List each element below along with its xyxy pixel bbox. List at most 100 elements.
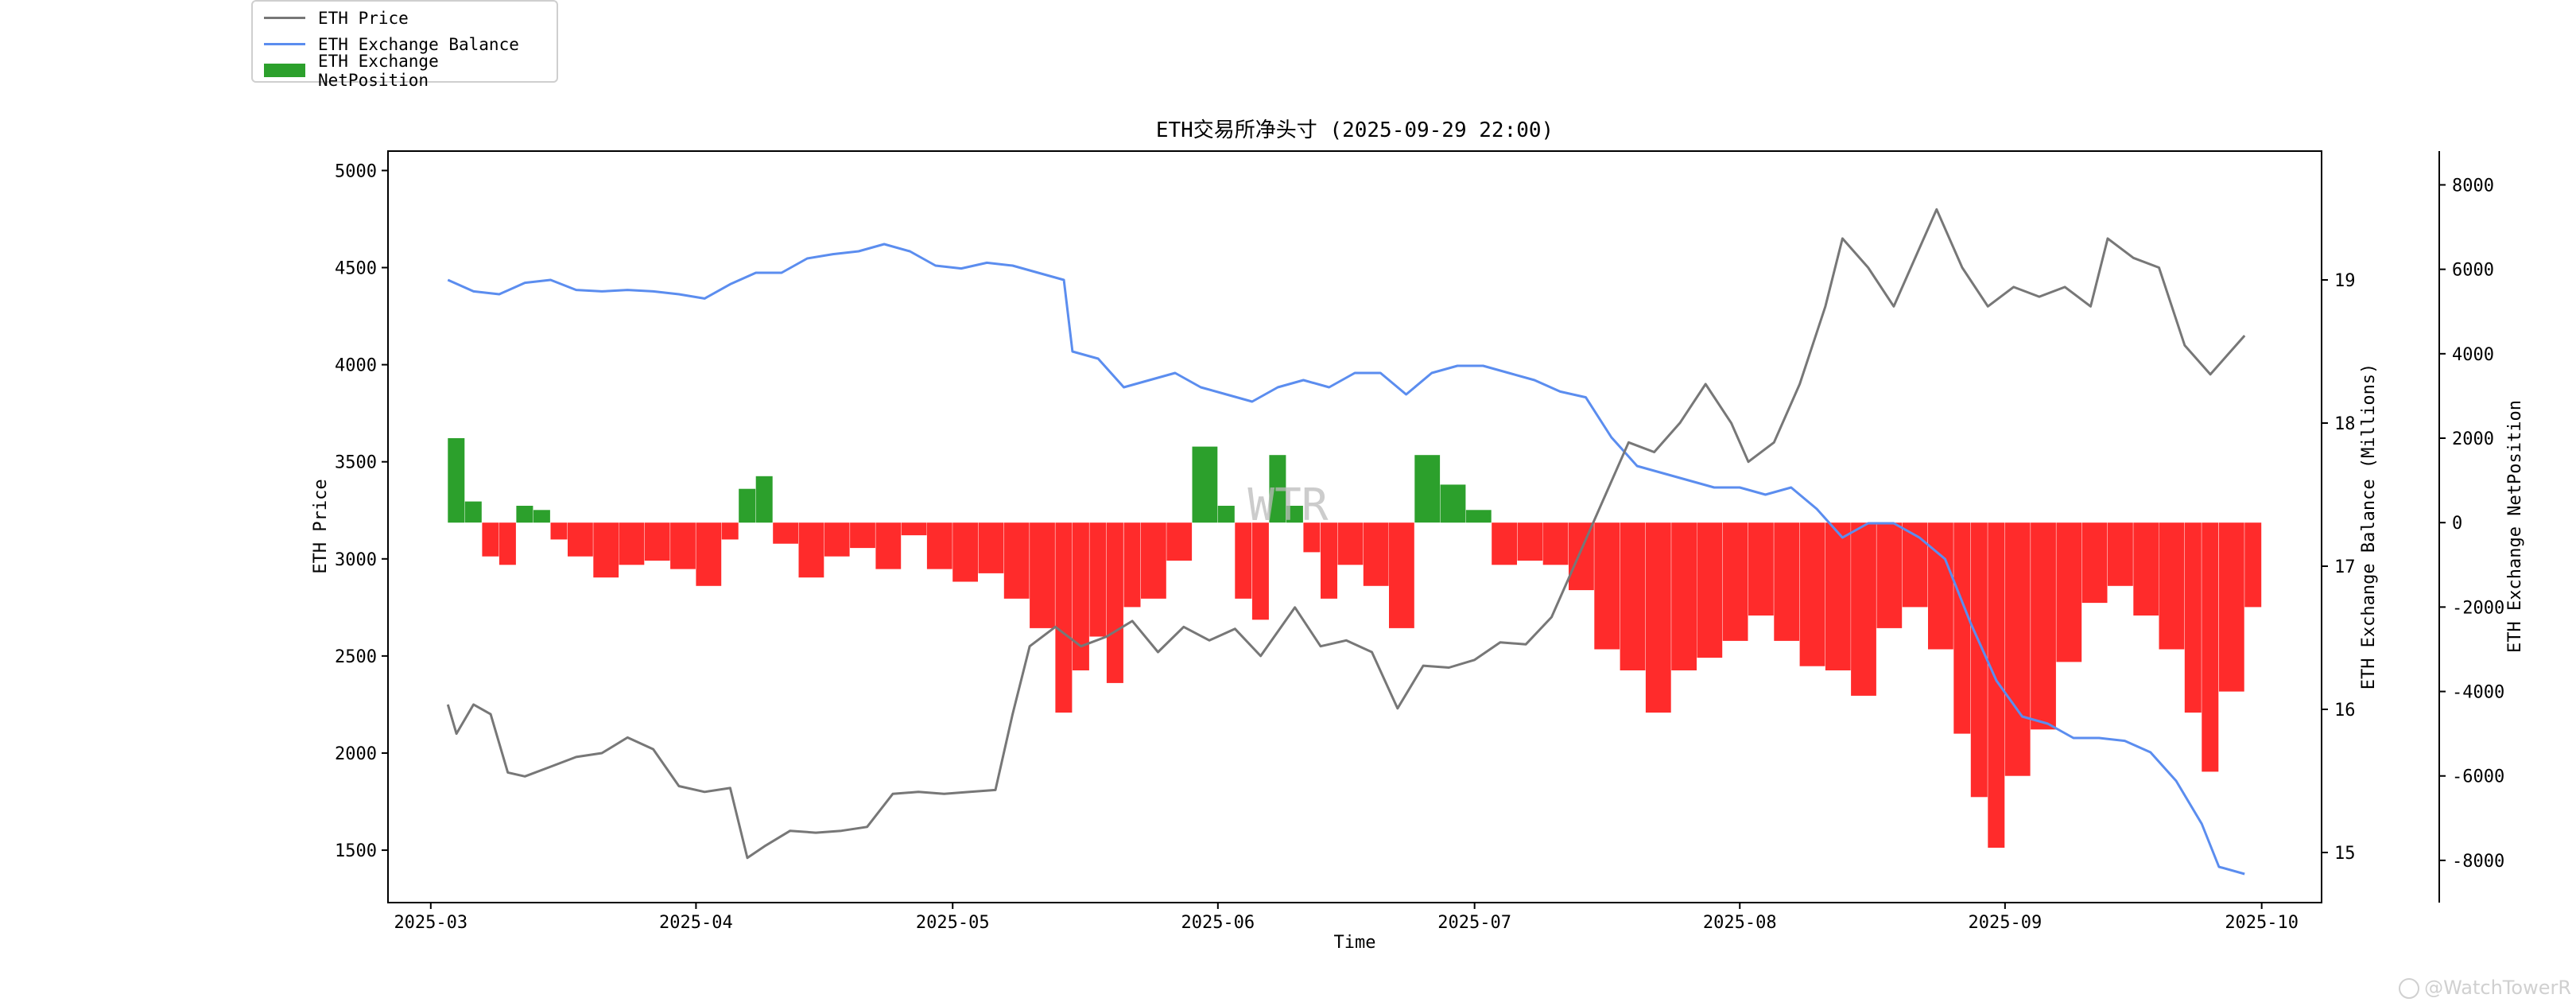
netposition-bar <box>1594 522 1620 650</box>
netposition-bar <box>499 522 516 565</box>
price-line <box>446 208 2246 860</box>
netposition-bar <box>1988 522 2005 848</box>
netposition-bar <box>926 522 952 569</box>
netposition-bar <box>952 522 978 582</box>
netposition-bar <box>1774 522 1800 641</box>
left-tick-label: 2000 <box>335 744 377 764</box>
netposition-bar <box>901 522 927 536</box>
eye-logo-icon <box>2399 978 2420 999</box>
left-tick-label: 3000 <box>335 550 377 570</box>
right2-tick-label: 0 <box>2452 514 2462 534</box>
right-axis-1-label: ETH Exchange Balance (Millions) <box>2359 363 2379 690</box>
x-tick-label: 2025-05 <box>916 913 990 933</box>
netposition-bar <box>1251 522 1269 620</box>
netposition-bar <box>619 522 645 565</box>
netposition-bar <box>533 510 550 523</box>
left-axis-label: ETH Price <box>311 479 331 573</box>
netposition-bar <box>1440 484 1466 523</box>
netposition-bar <box>1072 522 1089 670</box>
x-axis-label: Time <box>1334 933 1376 953</box>
netposition-bar <box>1569 522 1594 591</box>
right2-tick-label: 6000 <box>2452 261 2494 281</box>
right1-tick-label: 18 <box>2334 414 2356 434</box>
right2-tick-label: 8000 <box>2452 176 2494 196</box>
netposition-bar <box>2004 522 2031 776</box>
netposition-bar <box>1414 455 1441 523</box>
netposition-bar <box>2081 522 2108 604</box>
netposition-bar <box>1851 522 1876 696</box>
netposition-bar <box>1321 522 1337 599</box>
netposition-bar <box>1517 522 1543 561</box>
netposition-bar <box>1928 522 1953 650</box>
netposition-bar <box>593 522 619 578</box>
netposition-bar <box>1166 522 1193 561</box>
netposition-bar <box>1303 522 1321 553</box>
netposition-bar <box>1722 522 1748 641</box>
netposition-bar <box>2031 522 2056 730</box>
netposition-bar <box>482 522 499 557</box>
netposition-bar <box>1141 522 1166 599</box>
netposition-bar <box>1269 455 1286 523</box>
right1-tick-label: 15 <box>2334 844 2356 864</box>
netposition-bar <box>448 438 465 523</box>
credit-text: @WatchTowerR <box>2424 977 2571 999</box>
netposition-bar <box>1030 522 1055 628</box>
plot-frame <box>387 150 2322 903</box>
netposition-bar <box>1337 522 1364 565</box>
right2-tick-label: 4000 <box>2452 345 2494 365</box>
legend-swatch-price <box>264 17 305 19</box>
right1-tick-label: 16 <box>2334 701 2356 720</box>
right1-tick-label: 17 <box>2334 557 2356 577</box>
netposition-bar <box>516 506 533 523</box>
legend-label-netposition: ETH Exchange NetPosition <box>318 51 439 90</box>
netposition-bar <box>824 522 850 557</box>
legend-label-balance: ETH Exchange Balance <box>318 34 519 54</box>
x-tick-label: 2025-10 <box>2225 913 2299 933</box>
netposition-bar <box>1003 522 1030 599</box>
netposition-bar <box>1286 506 1303 523</box>
netposition-bar <box>1671 522 1697 670</box>
x-tick-label: 2025-04 <box>659 913 733 933</box>
legend-item-price: ETH Price <box>264 5 545 31</box>
netposition-bar <box>670 522 696 569</box>
netposition-bar <box>739 488 756 523</box>
netposition-bar <box>875 522 902 569</box>
right2-tick-label: 2000 <box>2452 429 2494 449</box>
left-tick-label: 3500 <box>335 453 377 473</box>
netposition-bar <box>2202 522 2219 772</box>
netposition-bar <box>2056 522 2082 662</box>
netposition-bar <box>464 501 482 523</box>
netposition-bar <box>850 522 875 549</box>
legend-item-balance: ETH Exchange Balance <box>264 31 545 57</box>
x-tick-label: 2025-08 <box>1703 913 1777 933</box>
netposition-bar <box>1492 522 1517 565</box>
left-tick-label: 5000 <box>335 161 377 181</box>
netposition-bar <box>798 522 824 578</box>
x-tick-label: 2025-09 <box>1968 913 2042 933</box>
balance-series <box>447 243 2245 876</box>
chart-watermark: WTR <box>1247 480 1328 531</box>
legend-swatch-netposition <box>264 64 305 77</box>
netposition-bar <box>1192 446 1218 523</box>
netposition-bar <box>2159 522 2185 650</box>
netposition-bar <box>1970 522 1988 798</box>
right2-tick-label: -6000 <box>2452 767 2504 787</box>
legend-label-price: ETH Price <box>318 8 409 28</box>
netposition-bars <box>448 438 2262 848</box>
netposition-bar <box>2218 522 2244 692</box>
netposition-bar <box>550 522 568 540</box>
netposition-bar <box>1465 510 1492 523</box>
left-tick-label: 1500 <box>335 841 377 861</box>
netposition-bar <box>1876 522 1903 628</box>
netposition-bar <box>755 476 773 523</box>
netposition-bar <box>978 522 1004 573</box>
netposition-bar <box>1748 522 1774 616</box>
left-tick-label: 2500 <box>335 647 377 667</box>
right2-tick-label: -8000 <box>2452 852 2504 872</box>
netposition-bar <box>1799 522 1825 666</box>
netposition-bar <box>1217 506 1235 523</box>
netposition-bar <box>1363 522 1389 586</box>
balance-line <box>447 243 2245 876</box>
right2-tick-label: -2000 <box>2452 598 2504 618</box>
